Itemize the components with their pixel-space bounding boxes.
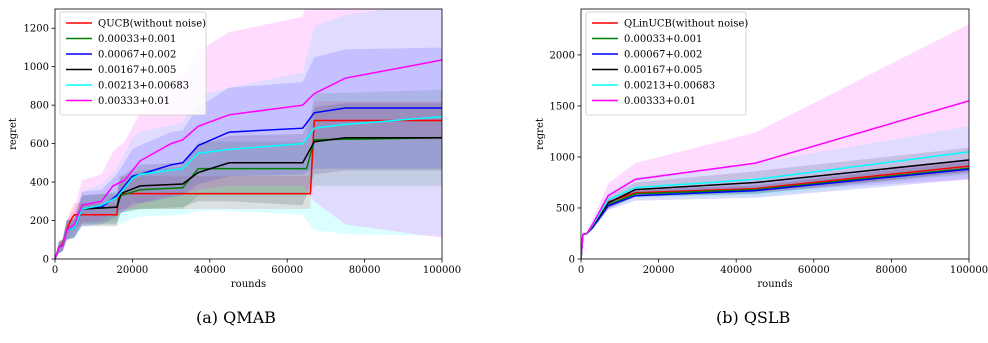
legend-label: 0.00067+0.002	[624, 50, 702, 61]
x-tick-label: 100000	[423, 265, 461, 276]
y-tick-label: 1200	[24, 24, 49, 35]
y-tick-label: 1000	[550, 152, 575, 163]
series-band-1	[55, 89, 442, 259]
legend-label: QUCB(without noise)	[98, 19, 206, 30]
series-band-4	[55, 9, 442, 259]
series-band-2	[581, 159, 969, 259]
y-axis-label: regret	[8, 118, 19, 150]
series-band-4	[581, 126, 969, 259]
plot-frame	[54, 8, 443, 260]
caption-qslb: (b) QSLB	[716, 308, 791, 327]
y-tick-label: 400	[30, 178, 49, 189]
x-tick-label: 20000	[116, 265, 148, 276]
y-tick-label: 2000	[550, 50, 575, 61]
x-tick-label: 0	[578, 265, 584, 276]
x-tick-label: 60000	[271, 265, 303, 276]
legend-label: 0.00333+0.01	[624, 96, 696, 107]
series-band-2	[55, 47, 442, 259]
legend-label: 0.00167+0.005	[624, 65, 702, 76]
figure: 0 20000 40000 60000 80000 1000000200400600800…	[8, 8, 988, 290]
series-band-3	[55, 103, 442, 259]
legend-box	[59, 11, 207, 116]
legend: QUCB(without noise) 0.00033+0.001 0.00067+…	[59, 11, 207, 116]
series-line-5	[581, 100, 969, 259]
chart-panel-1: 0 20000 40000 60000 80000 100000 0 500 1000 1500 2…	[535, 8, 988, 290]
y-tick-label: 200	[30, 216, 49, 227]
x-tick-label: 40000	[720, 265, 752, 276]
x-tick-label: 40000	[194, 265, 226, 276]
legend-label: 0.00213+0.00683	[624, 81, 715, 92]
y-tick-label: 1500	[550, 101, 575, 112]
legend-label: 0.00067+0.002	[98, 50, 176, 61]
x-tick-label: 80000	[349, 265, 381, 276]
x-tick-label: 20000	[643, 265, 675, 276]
plot-area	[55, 9, 442, 259]
y-tick-label: 500	[556, 203, 575, 214]
y-axis-label: regret	[535, 118, 546, 150]
series-line-5	[55, 59, 442, 259]
x-tick-label: 0	[52, 265, 58, 276]
x-axis-label: rounds	[231, 279, 266, 290]
legend-box	[585, 11, 747, 116]
legend-label: 0.00167+0.005	[98, 65, 176, 76]
plot-area	[581, 24, 969, 259]
y-tick-label: 800	[30, 101, 49, 112]
y-tick-label: 600	[30, 139, 49, 150]
series-band-0	[55, 101, 442, 259]
legend-label: 0.00213+0.00683	[98, 81, 189, 92]
series-band-5	[581, 24, 969, 259]
plot-frame	[580, 8, 970, 260]
y-tick-label: 1000	[24, 62, 49, 73]
legend-label: 0.00033+0.001	[624, 34, 702, 45]
y-tick-label: 0	[569, 255, 575, 266]
legend-label: QLinUCB(without noise)	[624, 19, 748, 30]
caption-qmab: (a) QMAB	[196, 308, 276, 327]
x-tick-label: 60000	[798, 265, 830, 276]
series-band-5	[55, 9, 442, 259]
x-tick-label: 100000	[950, 265, 988, 276]
legend: QLinUCB(without noise) 0.00033+0.001 0.000…	[585, 11, 748, 116]
x-axis-label: rounds	[757, 279, 792, 290]
legend-label: 0.00333+0.01	[98, 96, 170, 107]
x-tick-label: 80000	[875, 265, 907, 276]
chart-panel-0: 0 20000 40000 60000 80000 100000 0 200 400 600 800…	[8, 8, 461, 290]
legend-label: 0.00033+0.001	[98, 34, 176, 45]
y-tick-label: 0	[43, 255, 49, 266]
